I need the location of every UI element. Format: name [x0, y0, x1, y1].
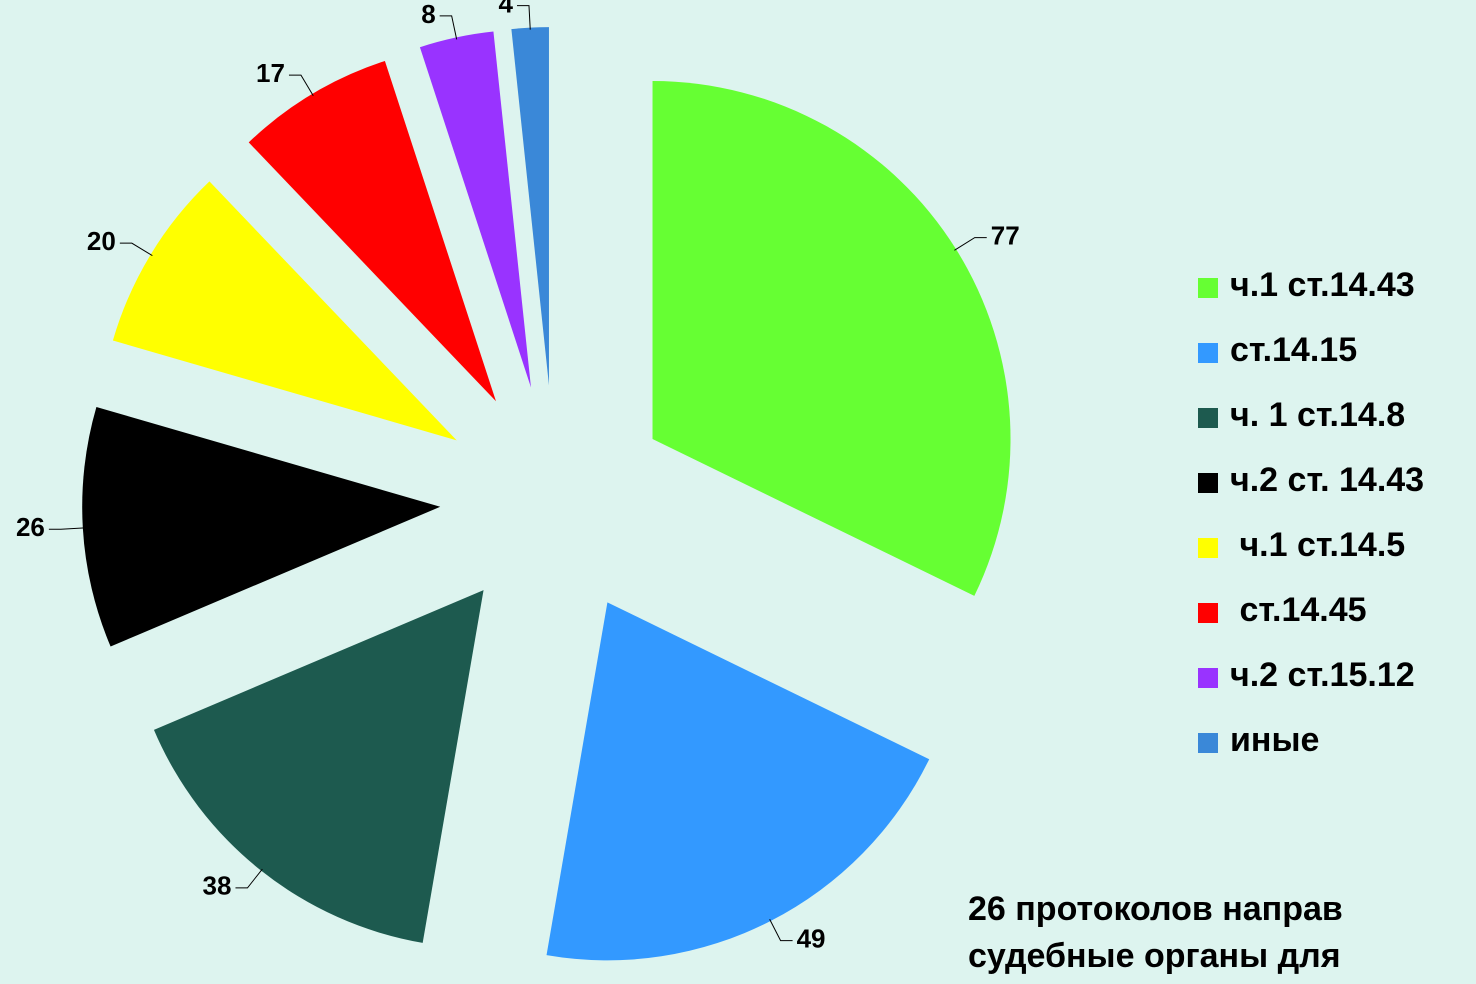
data-label: 26 — [16, 512, 45, 542]
legend-swatch — [1198, 408, 1218, 428]
annotation: 26 протоколов направ — [968, 890, 1343, 928]
pie-slice — [82, 407, 440, 647]
pie-slice — [547, 602, 930, 960]
data-label: 4 — [499, 0, 514, 19]
legend-label: ч.2 ст.15.12 — [1230, 656, 1415, 694]
legend-swatch — [1198, 343, 1218, 363]
annotation: судебные органы для — [968, 937, 1341, 975]
data-label: 77 — [991, 221, 1020, 251]
legend-label: ч.1 ст.14.5 — [1230, 526, 1405, 564]
legend-swatch — [1198, 668, 1218, 688]
legend-swatch — [1198, 538, 1218, 558]
leader-line — [49, 528, 85, 529]
leader-line — [120, 243, 153, 255]
data-label: 38 — [203, 871, 232, 901]
chart: 26 протоколов направ судебные органы для… — [0, 0, 1476, 984]
pie-slice — [653, 81, 1011, 596]
legend-label: ч.1 ст.14.43 — [1230, 266, 1415, 304]
leader-line — [440, 16, 457, 39]
legend-label: ст.14.45 — [1230, 591, 1367, 629]
leader-line — [770, 919, 793, 940]
data-label: 17 — [256, 58, 285, 88]
legend-label: ст.14.15 — [1230, 331, 1357, 369]
legend-swatch — [1198, 603, 1218, 623]
leader-line — [517, 6, 530, 30]
leader-line — [954, 238, 986, 251]
legend-swatch — [1198, 278, 1218, 298]
data-label: 20 — [87, 226, 116, 256]
legend-label: иные — [1230, 721, 1319, 759]
leader-line — [289, 75, 313, 96]
leader-line — [235, 869, 262, 888]
slide: 26 протоколов направ судебные органы для… — [0, 0, 1476, 984]
data-label: 8 — [421, 0, 435, 29]
legend-swatch — [1198, 733, 1218, 753]
legend-label: ч.2 ст. 14.43 — [1230, 461, 1424, 499]
legend-label: ч. 1 ст.14.8 — [1230, 396, 1405, 434]
legend-swatch — [1198, 473, 1218, 493]
data-label: 49 — [797, 923, 826, 953]
